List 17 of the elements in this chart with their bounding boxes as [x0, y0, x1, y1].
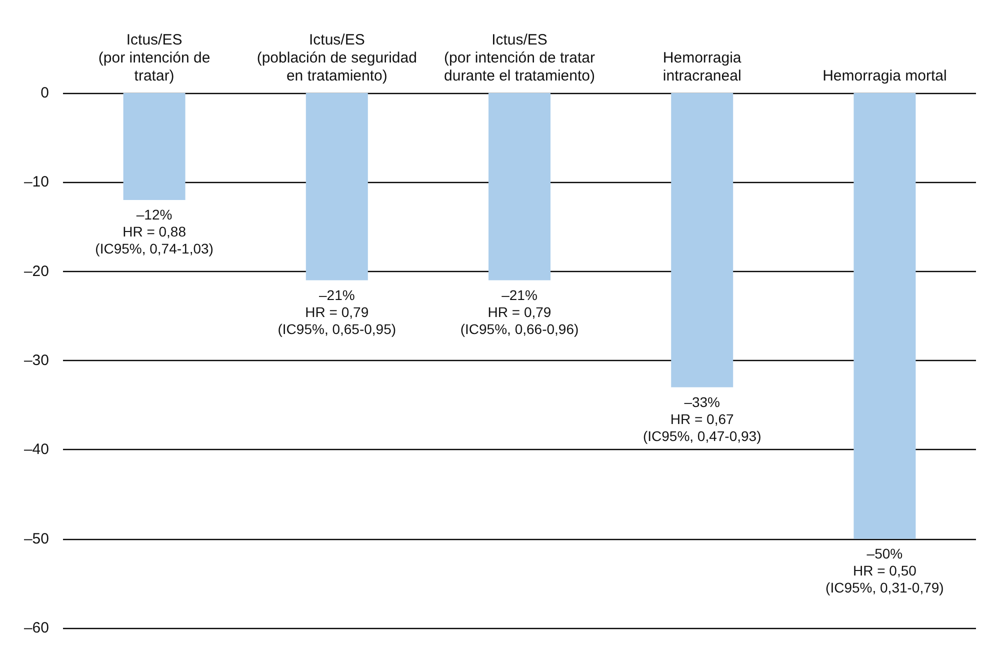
y-tick-label: –60	[24, 620, 49, 636]
data-label: –33% HR = 0,67 (IC95%, 0,47-0,93)	[642, 394, 762, 444]
x-tick-label: Ictus/ES (por intención de tratar)	[98, 32, 210, 84]
y-tick-label: –40	[24, 441, 49, 458]
x-tick-label: Ictus/ES (población de seguridad en tratamiento)	[256, 32, 417, 84]
data-label: –12% HR = 0,88 (IC95%, 0,74-1,03)	[95, 206, 214, 256]
data-label: –21% HR = 0,79 (IC95%, 0,65-0,95)	[278, 286, 396, 337]
x-tick-label: Ictus/ES (por intención de tratar durante el tratamiento)	[444, 32, 595, 84]
y-tick-label: –30	[24, 352, 49, 369]
data-label: –21% HR = 0,79 (IC95%, 0,66-0,96)	[460, 286, 579, 337]
y-tick-label: 0	[40, 84, 49, 102]
y-tick-label: –20	[24, 262, 49, 280]
x-tick-label: Hemorragia intracraneal	[662, 50, 742, 84]
data-label: –50% HR = 0,50 (IC95%, 0,31-0,79)	[826, 545, 944, 596]
x-tick-label: Hemorragia mortal	[822, 68, 947, 84]
y-tick-label: –50	[24, 530, 49, 548]
y-tick-label: –10	[24, 174, 49, 191]
